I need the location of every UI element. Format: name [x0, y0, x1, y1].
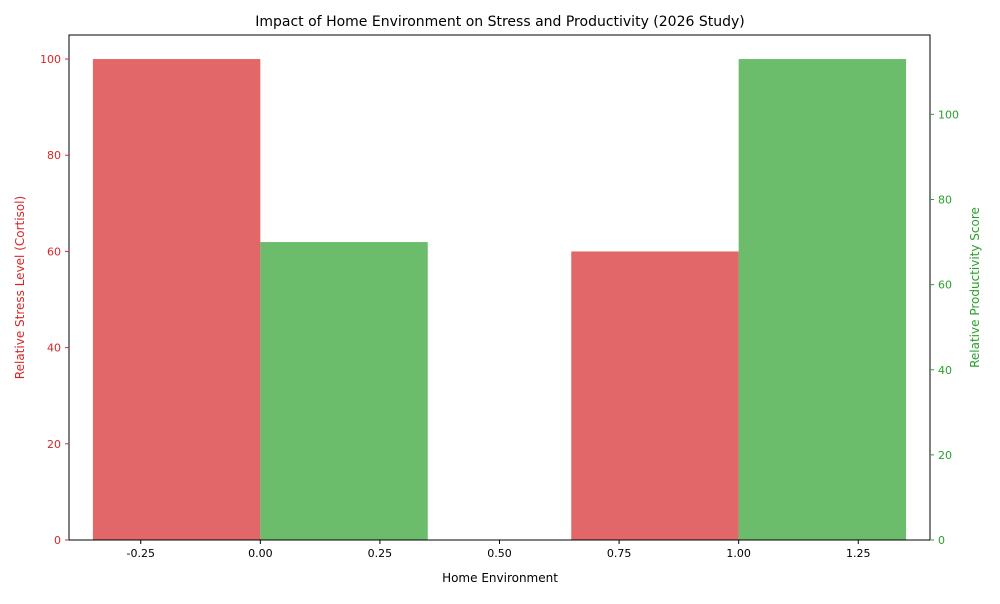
- y-left-tick-label: 60: [47, 245, 61, 258]
- y-left-tick-label: 20: [47, 438, 61, 451]
- y-axis-left-label: Relative Stress Level (Cortisol): [13, 196, 27, 379]
- x-tick-label: 0.75: [607, 547, 632, 560]
- x-tick-label: 0.25: [368, 547, 393, 560]
- y-right-tick-label: 80: [938, 194, 952, 207]
- y-right-tick-label: 60: [938, 279, 952, 292]
- y-left-tick-label: 40: [47, 342, 61, 355]
- x-axis-label: Home Environment: [442, 571, 558, 585]
- x-tick-label: 1.25: [846, 547, 871, 560]
- y-left-tick-label: 80: [47, 149, 61, 162]
- bars-group: [92, 59, 907, 541]
- chart-title: Impact of Home Environment on Stress and…: [255, 14, 744, 30]
- y-left-tick-label: 0: [54, 534, 61, 547]
- axes-group: -0.25 0.00 0.25 0.50 0.75 1.00 1.25 0 20 40 60 80 10…: [40, 34, 959, 560]
- x-tick-label: 0.50: [487, 547, 512, 560]
- y-right-tick-label: 100: [938, 108, 959, 121]
- productivity-bar-0: [260, 242, 428, 541]
- y-right-tick-label: 20: [938, 449, 952, 462]
- y-right-tick-label: 40: [938, 364, 952, 377]
- y-left-tick-label: 100: [40, 53, 61, 66]
- x-tick-label: 1.00: [726, 547, 751, 560]
- y-axis-right-label: Relative Productivity Score: [968, 207, 982, 368]
- stress-bar-0: [92, 59, 261, 541]
- x-tick-label: -0.25: [127, 547, 155, 560]
- x-tick-label: 0.00: [248, 547, 273, 560]
- y-right-tick-label: 0: [938, 534, 945, 547]
- productivity-bar-1: [738, 59, 907, 541]
- stress-bar-1: [571, 251, 739, 540]
